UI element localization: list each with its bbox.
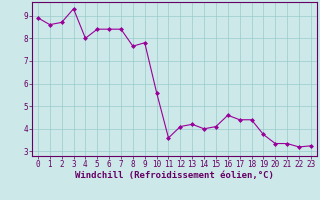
X-axis label: Windchill (Refroidissement éolien,°C): Windchill (Refroidissement éolien,°C)	[75, 171, 274, 180]
